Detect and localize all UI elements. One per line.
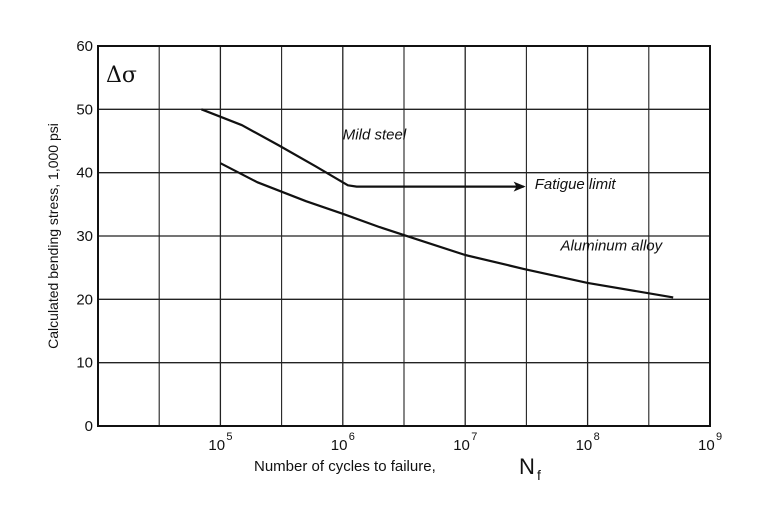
x-tick-base: 10 [453,437,470,454]
annotation-label: Mild steel [343,127,407,144]
y-tick-label: 20 [76,291,93,308]
x-tick-exponent: 7 [471,431,477,443]
y-tick-label: 30 [76,228,93,245]
y-tick-label: 0 [85,418,93,435]
series-lines [200,108,674,299]
corner-label: Δσ [106,63,137,88]
x-tick-exponent: 5 [226,431,232,443]
x-axis-label-symbol: N [519,454,535,479]
horizontal-gridlines [98,108,710,364]
annotations: Mild steel Fatigue limit Aluminum alloy [343,127,664,255]
x-tick-label: 10 6 [331,431,355,454]
annotation-label: Fatigue limit [535,176,617,193]
plot-frame [97,45,711,427]
x-tick-label: 10 5 [208,431,232,454]
annotation-label: Aluminum alloy [559,238,663,255]
x-tick-labels: 10 5 10 6 10 7 10 8 10 9 [208,431,722,454]
y-tick-label: 40 [76,165,93,182]
x-tick-label: 10 7 [453,431,477,454]
x-tick-base: 10 [576,437,593,454]
y-tick-label: 10 [76,355,93,372]
x-axis-label: Number of cycles to failure, N f [254,454,541,483]
y-tick-labels: 0 10 20 30 40 50 60 [76,38,93,435]
y-tick-label: 60 [76,38,93,55]
y-tick-label: 50 [76,101,93,118]
x-tick-label: 10 8 [576,431,600,454]
x-tick-exponent: 6 [349,431,355,443]
series-line-aluminum-alloy [219,162,674,299]
x-axis-label-subscript: f [537,467,541,483]
x-tick-exponent: 9 [716,431,722,443]
x-tick-exponent: 8 [594,431,600,443]
x-axis-label-text: Number of cycles to failure, [254,458,436,475]
x-tick-label: 10 9 [698,431,722,454]
x-tick-base: 10 [208,437,225,454]
x-tick-base: 10 [698,437,715,454]
series-line-mild-steel [200,108,526,192]
x-tick-base: 10 [331,437,348,454]
y-axis-label: Calculated bending stress, 1,000 psi [45,123,61,349]
